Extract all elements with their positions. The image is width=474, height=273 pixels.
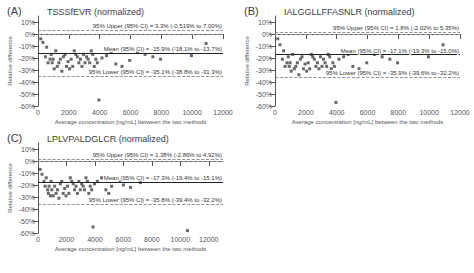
svg-text:12000: 12000 [213,109,233,116]
svg-text:-50%: -50% [256,91,272,98]
svg-text:95% Upper (95% CI) = 3.3% (-0.: 95% Upper (95% CI) = 3.3% (-0.519% to 7.… [93,23,222,29]
svg-text:-20%: -20% [19,182,35,189]
svg-text:0: 0 [36,236,40,243]
svg-text:10%: 10% [21,146,35,153]
svg-text:95% Lower (95% CI) = -35.9% (-: 95% Lower (95% CI) = -35.9% (-39.6% to -… [326,70,459,76]
svg-text:Average concentration [ng/mL]: Average concentration [ng/mL] between th… [292,119,444,125]
svg-text:TSSSfEVR (normalized): TSSSfEVR (normalized) [47,7,144,17]
svg-text:95% Lower (95% CI) = -35.1% (-: 95% Lower (95% CI) = -35.1% (-38.8% to -… [89,69,222,75]
svg-text:95% Upper (95% CI) = 1.8% (-2.: 95% Upper (95% CI) = 1.8% (-2.02% to 5.3… [333,25,459,31]
svg-text:(C): (C) [7,132,22,144]
svg-text:Relative difference: Relative difference [7,36,13,86]
svg-text:-10%: -10% [19,170,35,177]
svg-text:Average concentration [ng/mL]: Average concentration [ng/mL] between th… [55,119,207,125]
svg-text:4000: 4000 [92,109,108,116]
svg-text:0%: 0% [262,31,272,38]
svg-text:4000: 4000 [87,236,103,243]
svg-text:(B): (B) [244,5,259,17]
svg-text:-40%: -40% [256,79,272,86]
svg-text:-30%: -30% [19,194,35,201]
svg-text:(A): (A) [7,5,22,17]
svg-text:95% Upper (95% CI) = 1.38% (-2: 95% Upper (95% CI) = 1.38% (-2.86% to 4.… [93,152,222,158]
svg-text:-20%: -20% [19,55,35,62]
svg-text:8000: 8000 [391,109,407,116]
svg-text:10000: 10000 [171,236,191,243]
svg-text:10000: 10000 [419,109,439,116]
svg-text:Mean (95% CI) = -17.1% (-19.3%: Mean (95% CI) = -17.1% (-19.3% to -15.0%… [341,48,459,54]
svg-text:Mean (95% CI) = -15.9% (-18.1%: Mean (95% CI) = -15.9% (-18.1% to -13.7%… [104,46,222,52]
svg-text:LPLVPALDGLCR (normalized): LPLVPALDGLCR (normalized) [47,134,169,144]
svg-text:6000: 6000 [360,109,376,116]
svg-text:-30%: -30% [256,67,272,74]
svg-text:6000: 6000 [116,236,132,243]
svg-text:-10%: -10% [256,43,272,50]
svg-text:8000: 8000 [144,236,160,243]
svg-text:Relative difference: Relative difference [244,36,250,86]
svg-text:-10%: -10% [19,43,35,50]
svg-text:12000: 12000 [199,236,219,243]
svg-text:12000: 12000 [450,109,470,116]
svg-text:-50%: -50% [19,218,35,225]
svg-text:-30%: -30% [19,67,35,74]
svg-text:4000: 4000 [329,109,345,116]
svg-text:2000: 2000 [298,109,314,116]
svg-text:10%: 10% [21,19,35,26]
svg-text:0: 0 [36,109,40,116]
svg-text:0%: 0% [25,31,35,38]
svg-text:10%: 10% [258,19,272,26]
svg-text:-60%: -60% [19,103,35,110]
svg-text:-60%: -60% [256,103,272,110]
svg-text:10000: 10000 [182,109,202,116]
svg-text:-40%: -40% [19,79,35,86]
svg-text:IALGGLLFFASNLR (normalized): IALGGLLFFASNLR (normalized) [284,7,415,17]
svg-text:-60%: -60% [19,230,35,237]
svg-text:Average concentration [ng/mL]: Average concentration [ng/mL] between th… [55,246,207,252]
svg-text:95% Lower (95% CI) = -35.8% (-: 95% Lower (95% CI) = -35.8% (-39.4% to -… [89,197,222,203]
svg-text:0%: 0% [25,158,35,165]
svg-text:6000: 6000 [123,109,139,116]
svg-text:2000: 2000 [59,236,75,243]
svg-text:-20%: -20% [256,55,272,62]
svg-text:2000: 2000 [61,109,77,116]
svg-text:Relative difference: Relative difference [7,163,13,213]
svg-text:8000: 8000 [154,109,170,116]
svg-text:-50%: -50% [19,91,35,98]
svg-text:Mean (95% CI) = -17.3% (-19.4%: Mean (95% CI) = -17.3% (-19.4% to -15.1%… [104,175,222,181]
svg-text:0: 0 [273,109,277,116]
svg-text:-40%: -40% [19,206,35,213]
